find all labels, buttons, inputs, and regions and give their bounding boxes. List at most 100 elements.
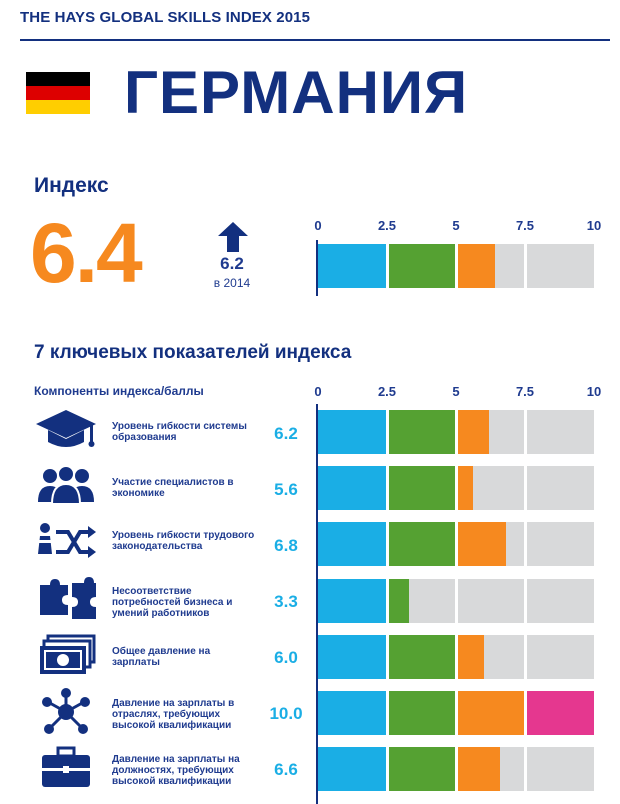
header-rule	[20, 39, 610, 41]
component-bar-6-divider-1	[386, 691, 389, 735]
component-bar-2-divider-1	[386, 466, 389, 510]
component-bar-3-segment-3	[456, 522, 506, 566]
component-bar-7-divider-3	[524, 747, 527, 791]
flag-stripe-black	[26, 72, 90, 86]
row-label-overall-wage-pressure: Общее давление на зарплаты	[112, 646, 211, 668]
flag-stripe-red	[26, 86, 90, 100]
row-value-wage-pressure-industries: 10.0	[269, 704, 303, 723]
report-title: THE HAYS GLOBAL SKILLS INDEX 2015	[20, 9, 311, 26]
people-group-icon	[38, 465, 94, 505]
component-bar-2-segment-3	[456, 466, 473, 510]
component-bar-5	[318, 635, 594, 679]
component-bar-1-divider-1	[386, 410, 389, 454]
component-bar-6-segment-2	[387, 691, 456, 735]
component-bar-4	[318, 579, 594, 623]
component-bar-2-segment-2	[387, 466, 456, 510]
component-bar-4-divider-2	[455, 579, 458, 623]
component-bar-5-divider-2	[455, 635, 458, 679]
row-label-talent-mismatch: Несоответствие потребностей бизнеса и ум…	[112, 586, 233, 619]
index-bar-segment-3	[456, 244, 495, 288]
index-title: Индекс	[34, 174, 109, 197]
components-chart-tick-5: 5	[452, 384, 460, 399]
briefcase-icon	[42, 746, 90, 787]
component-bar-4-segment-1	[318, 579, 387, 623]
component-bar-7	[318, 747, 594, 791]
index-bar-divider-3	[524, 244, 527, 288]
component-bar-6-segment-3	[456, 691, 525, 735]
shuffle-arrows-icon	[38, 523, 96, 558]
component-bar-6	[318, 691, 594, 735]
index-bar-segment-2	[387, 244, 456, 288]
components-chart-tick-2-5: 2.5	[377, 384, 397, 399]
component-bar-2-divider-2	[455, 466, 458, 510]
row-value-talent-mismatch: 3.3	[274, 592, 298, 611]
component-bar-4-segment-2	[387, 579, 410, 623]
index-chart-axis	[316, 240, 318, 296]
component-bar-3	[318, 522, 594, 566]
component-bar-6-divider-3	[524, 691, 527, 735]
row-label-wage-pressure-industries: Давление на зарплаты в отраслях, требующ…	[112, 698, 235, 731]
component-bar-1-segment-2	[387, 410, 456, 454]
component-bar-1-segment-3	[456, 410, 490, 454]
component-bar-6-segment-4	[525, 691, 594, 735]
component-bar-7-segment-2	[387, 747, 456, 791]
component-bar-1-divider-3	[524, 410, 527, 454]
index-bar-divider-2	[455, 244, 458, 288]
component-bar-5-divider-1	[386, 635, 389, 679]
component-bar-2-segment-1	[318, 466, 387, 510]
row-value-overall-wage-pressure: 6.0	[274, 648, 298, 667]
graduation-cap-icon	[36, 410, 96, 447]
component-bar-7-divider-2	[455, 747, 458, 791]
component-bar-3-segment-2	[387, 522, 456, 566]
index-bar-divider-1	[386, 244, 389, 288]
row-label-labour-flexibility: Уровень гибкости трудового законодательс…	[112, 530, 255, 552]
components-chart-tick-10: 10	[586, 384, 602, 399]
previous-index-year: в 2014	[213, 276, 251, 290]
component-bar-3-segment-1	[318, 522, 387, 566]
index-chart-tick-7-5: 7.5	[515, 218, 535, 233]
row-label-education-flexibility: Уровень гибкости системы образования	[112, 421, 247, 443]
components-title: 7 ключевых показателей индекса	[34, 342, 352, 363]
previous-index-value: 6.2	[220, 254, 244, 273]
component-bar-5-segment-2	[387, 635, 456, 679]
component-bar-2-divider-3	[524, 466, 527, 510]
component-bar-3-divider-3	[524, 522, 527, 566]
index-chart-tick-5: 5	[452, 218, 460, 233]
component-bar-6-segment-1	[318, 691, 387, 735]
component-bar-4-divider-3	[524, 579, 527, 623]
row-label-wage-pressure-occupations: Давление на зарплаты на должностях, треб…	[112, 754, 240, 787]
row-value-wage-pressure-occupations: 6.6	[274, 760, 298, 779]
network-nodes-icon	[42, 688, 90, 734]
arrow-up-icon	[218, 222, 248, 252]
puzzle-pieces-icon	[40, 577, 96, 619]
components-chart-tick-0: 0	[314, 384, 322, 399]
component-bar-1	[318, 410, 594, 454]
component-bar-5-divider-3	[524, 635, 527, 679]
component-bar-5-segment-1	[318, 635, 387, 679]
index-bar-segment-1	[318, 244, 387, 288]
component-bar-6-divider-2	[455, 691, 458, 735]
banknotes-icon	[40, 634, 96, 674]
component-bar-3-divider-1	[386, 522, 389, 566]
row-value-education-flexibility: 6.2	[274, 424, 298, 443]
index-value: 6.4	[30, 206, 143, 300]
component-bar-5-segment-3	[456, 635, 484, 679]
component-bar-7-divider-1	[386, 747, 389, 791]
components-chart-tick-7-5: 7.5	[515, 384, 535, 399]
component-bar-7-segment-3	[456, 747, 501, 791]
component-bar-1-divider-2	[455, 410, 458, 454]
component-bar-3-divider-2	[455, 522, 458, 566]
row-value-labour-flexibility: 6.8	[274, 536, 298, 555]
component-bar-4-divider-1	[386, 579, 389, 623]
component-bar-1-segment-1	[318, 410, 387, 454]
row-label-participation: Участие специалистов в экономике	[112, 477, 234, 499]
index-chart-tick-0: 0	[314, 218, 322, 233]
components-label: Компоненты индекса/баллы	[34, 384, 204, 398]
flag-stripe-gold	[26, 100, 90, 114]
country-name: ГЕРМАНИЯ	[124, 59, 469, 126]
component-bar-7-segment-1	[318, 747, 387, 791]
row-value-participation: 5.6	[274, 480, 298, 499]
index-chart-tick-2-5: 2.5	[377, 218, 397, 233]
index-bar	[318, 244, 594, 288]
index-chart-tick-10: 10	[586, 218, 602, 233]
